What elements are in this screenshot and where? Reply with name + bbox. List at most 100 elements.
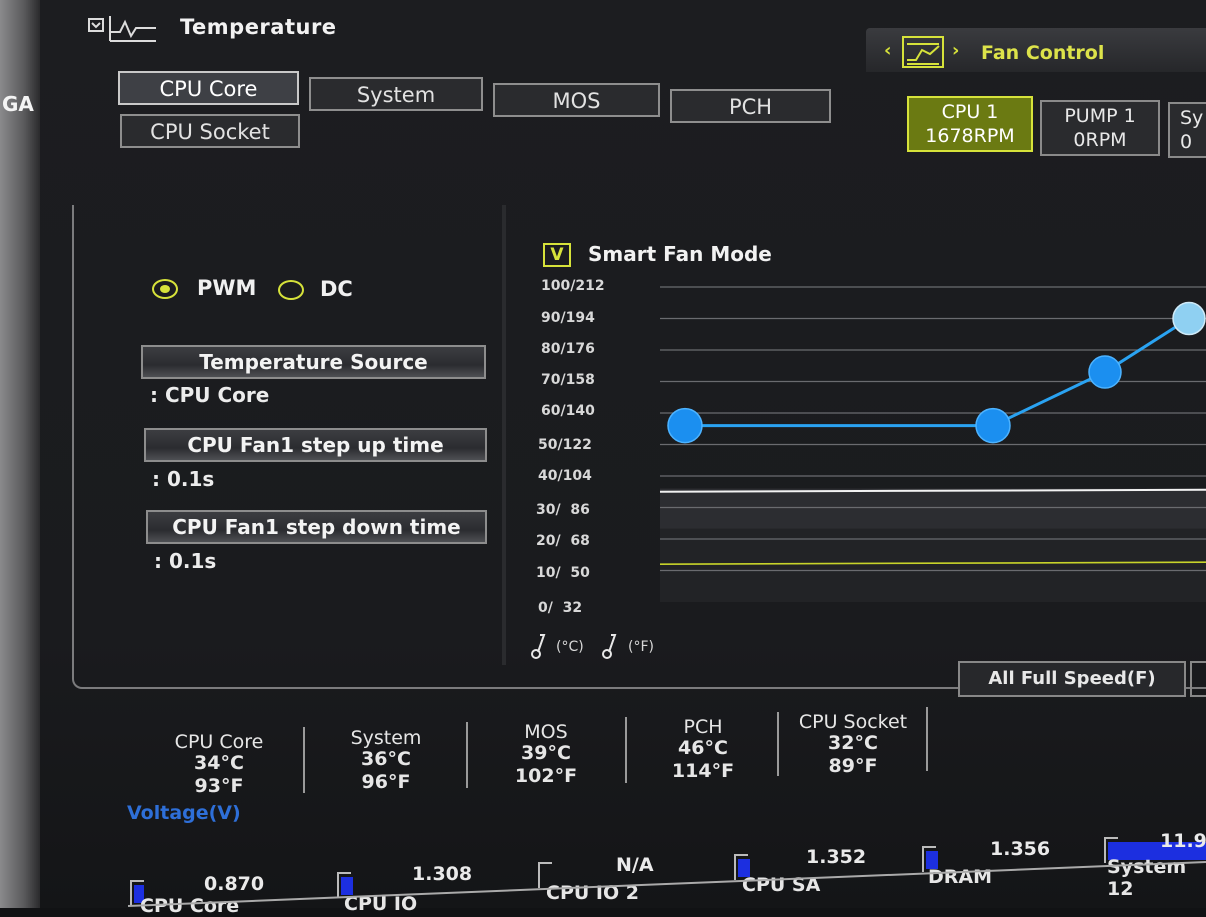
voltage-bar-fill: [1108, 842, 1206, 860]
separator: [777, 712, 779, 776]
temperature-history-band: [660, 488, 1206, 529]
y-tick-label: 0/ 32: [538, 600, 583, 616]
unit-celsius-label: (°C): [556, 639, 584, 655]
temp-readout-cpu-socket: CPU Socket 32°C 89°F: [786, 711, 920, 776]
smart-fan-checkbox[interactable]: V: [543, 243, 571, 267]
separator: [625, 717, 627, 783]
tab-mos[interactable]: MOS: [493, 83, 660, 117]
voltage-bar: [337, 872, 351, 898]
temp-name: CPU Socket: [798, 711, 908, 733]
monitor-bezel: GA: [0, 0, 40, 908]
temp-readout-mos: MOS 39°C 102°F: [490, 721, 602, 786]
temp-readout-system: System 36°C 96°F: [322, 727, 450, 792]
fan-curve-line: [685, 317, 1190, 428]
dc-radio[interactable]: [278, 280, 304, 300]
fan-pump1-button[interactable]: PUMP 1 0RPM: [1040, 100, 1160, 156]
thermometer-celsius-icon: [531, 634, 546, 659]
voltage-value: N/A: [616, 854, 654, 876]
dc-label: DC: [320, 277, 353, 301]
step-down-time-button[interactable]: CPU Fan1 step down time: [146, 510, 487, 544]
voltage-value: 1.352: [806, 846, 867, 868]
pwm-radio[interactable]: [152, 279, 178, 299]
temperature-source-button[interactable]: Temperature Source: [141, 345, 486, 379]
temp-celsius: 34°C: [194, 752, 244, 774]
temp-fahrenheit: 93°F: [194, 775, 244, 797]
temp-name: PCH: [683, 716, 723, 738]
step-up-time-button[interactable]: CPU Fan1 step up time: [144, 428, 487, 462]
fan-name: PUMP 1: [1064, 105, 1136, 127]
voltage-bar: [130, 880, 144, 906]
separator: [466, 722, 468, 788]
voltage-bar-fill: [341, 877, 354, 895]
fan-curve-point[interactable]: [975, 407, 1011, 444]
tab-system[interactable]: System: [309, 77, 483, 111]
fan-curve-point[interactable]: [1172, 301, 1206, 336]
voltage-bar: [734, 854, 748, 880]
panel-divider: [502, 205, 506, 665]
voltage-baseline: [128, 861, 1206, 907]
fan-system-button[interactable]: Sy 0: [1168, 102, 1206, 158]
temp-readout-cpu-core: CPU Core 34°C 93°F: [150, 731, 288, 796]
temp-fahrenheit: 114°F: [671, 760, 735, 782]
temp-readout-pch: PCH 46°C 114°F: [648, 716, 758, 781]
fan-cpu1-button[interactable]: CPU 1 1678RPM: [907, 96, 1033, 152]
voltage-value: 1.308: [412, 863, 473, 885]
voltage-bar-fill: [926, 851, 939, 869]
y-tick-label: 70/158: [541, 372, 595, 388]
thermometer-fahrenheit-icon: [602, 634, 617, 659]
fan-curve-point[interactable]: [1088, 355, 1122, 389]
all-full-speed-button[interactable]: All Full Speed(F): [958, 661, 1186, 697]
fan-name: Sy: [1180, 107, 1204, 129]
y-tick-label: 90/194: [541, 310, 595, 326]
bezel-logo-text: GA: [2, 92, 34, 116]
y-tick-label: 80/176: [541, 341, 595, 357]
voltage-bar: [538, 862, 552, 888]
fan-speed: 0RPM: [1073, 129, 1127, 151]
y-tick-label: 100/212: [541, 278, 605, 294]
fan-control-icon: [902, 36, 944, 68]
temp-celsius: 32°C: [828, 732, 878, 754]
temp-celsius: 39°C: [521, 742, 571, 764]
temperature-source-value: : CPU Core: [150, 383, 270, 407]
y-tick-label: 20/ 68: [536, 533, 590, 549]
separator: [303, 727, 305, 793]
next-button-partial[interactable]: [1190, 661, 1206, 697]
fan-speed: 1678RPM: [925, 125, 1015, 147]
fan-curve-point[interactable]: [667, 407, 703, 444]
temp-fahrenheit: 96°F: [361, 771, 411, 793]
y-tick-label: 10/ 50: [536, 565, 590, 581]
fan-speed: 0: [1180, 131, 1193, 153]
temp-name: System: [350, 727, 422, 749]
temp-fahrenheit: 89°F: [828, 755, 878, 777]
temp-fahrenheit: 102°F: [514, 765, 578, 787]
fan-name: CPU 1: [941, 101, 999, 123]
fan-curve-chart[interactable]: [655, 270, 1206, 615]
tab-cpu-core[interactable]: CPU Core: [118, 71, 299, 105]
tab-pch[interactable]: PCH: [670, 89, 831, 123]
unit-fahrenheit-label: (°F): [628, 639, 654, 655]
voltage-bar: [922, 846, 936, 872]
temp-name: MOS: [524, 721, 568, 743]
y-tick-label: 50/122: [538, 437, 592, 453]
fan-speed-line: [659, 561, 1206, 566]
voltage-value: 1.356: [990, 838, 1051, 860]
voltage-bar: [1104, 837, 1118, 863]
voltage-bar-fill: [134, 885, 144, 903]
tab-cpu-socket[interactable]: CPU Socket: [120, 114, 300, 148]
voltage-value: 0.870: [204, 873, 265, 895]
page-title: Temperature: [180, 15, 337, 39]
separator: [926, 707, 928, 771]
fan-settings-panel: [72, 205, 1206, 689]
voltage-value: 11.97: [1160, 830, 1206, 852]
step-up-time-value: : 0.1s: [152, 467, 215, 491]
temperature-monitor-icon: [88, 16, 156, 42]
fan-control-title: Fan Control: [981, 42, 1105, 64]
chevron-left-icon[interactable]: ‹: [884, 40, 892, 61]
chevron-right-icon[interactable]: ›: [952, 40, 960, 61]
fan-control-header[interactable]: ‹ › Fan Control: [866, 28, 1206, 72]
temp-name: CPU Core: [174, 731, 264, 753]
voltage-name: System 12: [1107, 856, 1187, 900]
voltage-bar-fill: [738, 859, 751, 877]
voltage-section-title: Voltage(V): [127, 802, 241, 824]
temp-celsius: 46°C: [678, 737, 728, 759]
